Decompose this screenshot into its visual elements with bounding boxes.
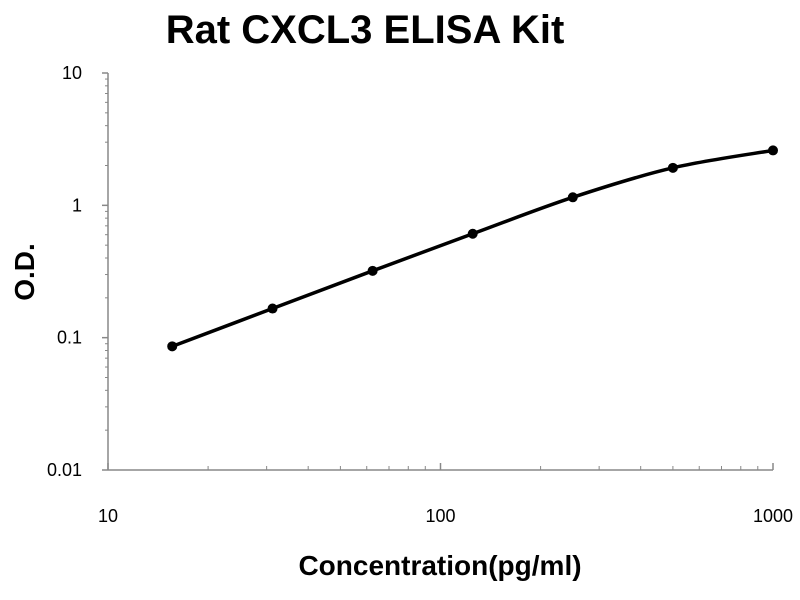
- y-tick-label: 1: [72, 195, 82, 215]
- chart-title: Rat CXCL3 ELISA Kit: [165, 8, 565, 52]
- data-point: [567, 192, 578, 203]
- data-point: [367, 265, 378, 276]
- x-axis-title: Concentration(pg/ml): [298, 550, 581, 581]
- y-tick-label: 0.01: [47, 460, 82, 480]
- series-line: [170, 148, 775, 349]
- data-point: [267, 303, 278, 314]
- y-axis-title: O.D.: [9, 243, 40, 301]
- x-tick-label: 1000: [753, 506, 793, 526]
- x-tick-label: 10: [98, 506, 118, 526]
- data-point: [467, 228, 478, 239]
- data-point: [167, 341, 178, 352]
- y-tick-label: 10: [62, 63, 82, 83]
- x-tick-label: 100: [425, 506, 455, 526]
- data-point: [768, 145, 778, 156]
- y-tick-label: 0.1: [57, 328, 82, 348]
- series-layer: [167, 145, 778, 352]
- data-point: [667, 162, 678, 173]
- axes-layer: 0.01 0.1 1 10 10 100 1000: [47, 63, 793, 526]
